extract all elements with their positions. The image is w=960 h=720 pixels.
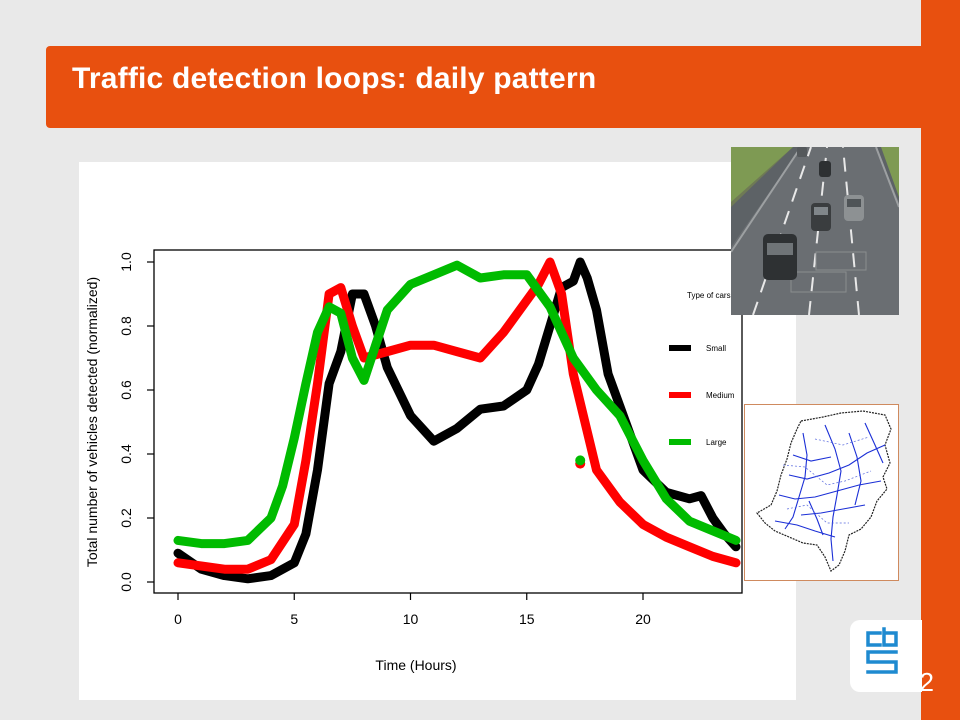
x-tick-label: 0 (174, 611, 182, 627)
x-tick-label: 20 (635, 611, 651, 627)
line-chart: 0 5 10 15 20 0.0 0.2 0.4 0.6 0.8 1.0 Type of cars S… (84, 249, 743, 673)
legend-label-large: Large (706, 438, 727, 447)
x-axis-label: Time (Hours) (375, 657, 456, 673)
netherlands-road-network-map (744, 404, 899, 581)
highway-traffic-photo (731, 147, 899, 315)
cbs-logo-icon (866, 627, 898, 674)
y-tick-label: 0.6 (118, 380, 134, 400)
legend-title: Type of cars (687, 291, 731, 300)
page-number: 22 (905, 667, 934, 697)
y-tick-label: 0.2 (118, 508, 134, 528)
series-line-large (173, 260, 741, 549)
chart-panel: 0 5 10 15 20 0.0 0.2 0.4 0.6 0.8 1.0 Type of cars S… (79, 162, 796, 700)
x-tick-label: 15 (519, 611, 535, 627)
x-tick-label: 5 (290, 611, 298, 627)
outlier-point-large (575, 455, 586, 466)
title-banner: Traffic detection loops: daily pattern (46, 46, 922, 128)
y-axis-label: Total number of vehicles detected (norma… (84, 277, 100, 567)
x-tick-label: 10 (403, 611, 419, 627)
y-tick-label: 0.0 (118, 572, 134, 592)
right-accent-bar (921, 0, 960, 720)
legend-label-medium: Medium (706, 391, 735, 400)
y-tick-label: 0.8 (118, 316, 134, 336)
logo-box (850, 620, 922, 692)
y-tick-label: 0.4 (118, 444, 134, 464)
series-line-medium (173, 257, 741, 574)
slide-title: Traffic detection loops: daily pattern (72, 62, 597, 95)
y-tick-label: 1.0 (118, 252, 134, 272)
plot-frame (153, 249, 743, 594)
legend-label-small: Small (706, 344, 726, 353)
